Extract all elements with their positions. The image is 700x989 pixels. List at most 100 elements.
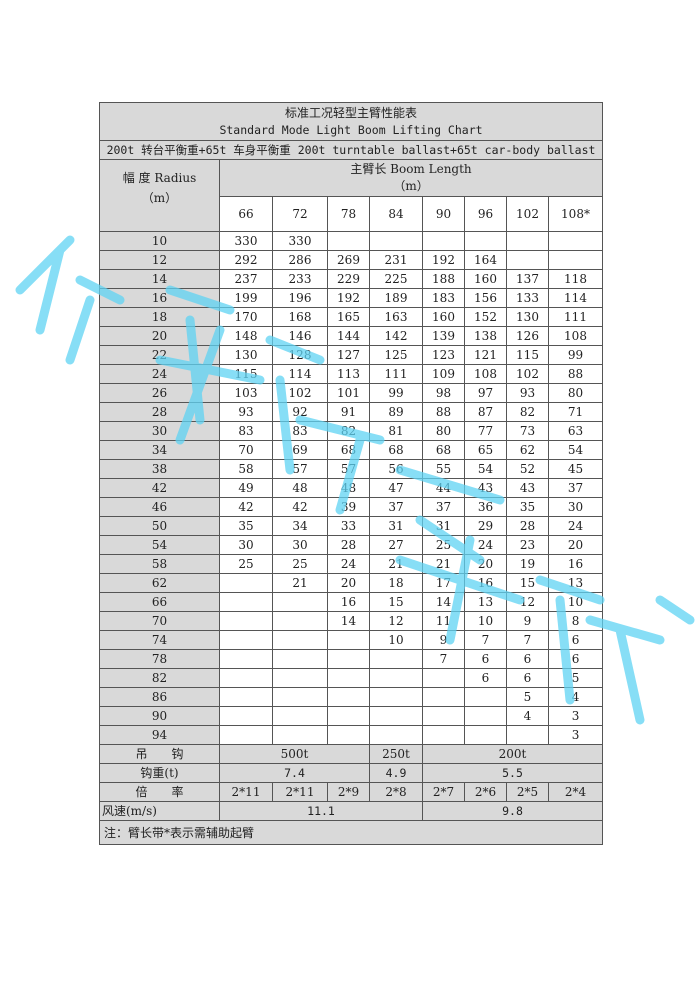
reeving-cell: 2*5 [506,782,549,802]
hook-weight-cell: 4.9 [369,763,423,783]
capacity-cell [369,231,423,251]
capacity-cell: 37 [369,497,423,517]
capacity-cell: 63 [547,421,604,441]
capacity-cell: 10 [547,592,604,612]
capacity-cell: 68 [327,440,370,460]
capacity-cell [219,668,273,688]
capacity-cell: 36 [464,497,507,517]
capacity-cell: 81 [369,421,423,441]
capacity-cell [422,231,465,251]
wind-label: 风速(m/s) [99,801,220,821]
capacity-cell: 87 [464,402,507,422]
capacity-cell: 33 [327,516,370,536]
capacity-cell: 152 [464,307,507,327]
capacity-cell: 6 [464,668,507,688]
radius-cell: 14 [99,269,220,289]
table-row: 54 30 30 28 27 25 24 23 20 [99,535,604,555]
capacity-cell: 156 [464,288,507,308]
capacity-cell: 54 [464,459,507,479]
radius-cell: 20 [99,326,220,346]
table-row: 30 83 83 82 81 80 77 73 63 [99,421,604,441]
note-text: 注：臂长带*表示需辅助起臂 [98,820,604,845]
capacity-cell: 9 [506,611,549,631]
capacity-cell: 6 [506,649,549,669]
lifting-chart-table: 标准工况轻型主臂性能表 Standard Mode Light Boom Lif… [98,102,604,845]
radius-header: 幅 度 Radius （m） [99,159,220,232]
wind-speed-cell: 9.8 [421,801,604,821]
capacity-cell [272,687,328,707]
capacity-cell: 121 [464,345,507,365]
capacity-cell: 25 [422,535,465,555]
radius-cell: 50 [99,516,220,536]
wind-speed-cell: 11.1 [219,801,423,821]
capacity-cell: 183 [422,288,465,308]
capacity-cell [327,687,370,707]
capacity-cell: 160 [422,307,465,327]
capacity-cell: 3 [547,725,604,745]
capacity-cell: 111 [369,364,423,384]
capacity-cell: 99 [547,345,604,365]
capacity-cell: 102 [272,383,328,403]
capacity-cell: 12 [369,611,423,631]
capacity-cell: 20 [327,573,370,593]
hook-weight-cell: 5.5 [421,763,604,783]
capacity-cell: 103 [219,383,273,403]
radius-cell: 66 [99,592,220,612]
radius-cell: 90 [99,706,220,726]
table-row: 18 170 168 165 163 160 152 130 111 [99,307,604,327]
capacity-cell: 196 [272,288,328,308]
capacity-cell: 24 [327,554,370,574]
capacity-cell: 92 [272,402,328,422]
capacity-cell: 330 [219,231,273,251]
capacity-cell: 16 [464,573,507,593]
capacity-cell [506,231,549,251]
capacity-cell [272,592,328,612]
capacity-cell: 21 [422,554,465,574]
boom-length-7: 102 [506,196,549,232]
radius-cell: 16 [99,288,220,308]
boom-length-5: 90 [422,196,465,232]
capacity-cell: 138 [464,326,507,346]
table-row: 24 115 114 113 111 109 108 102 88 [99,364,604,384]
capacity-cell: 168 [272,307,328,327]
capacity-cell: 146 [272,326,328,346]
capacity-cell: 165 [327,307,370,327]
capacity-cell [219,649,273,669]
capacity-cell: 82 [327,421,370,441]
capacity-cell: 99 [369,383,423,403]
capacity-cell [369,687,423,707]
capacity-cell: 21 [369,554,423,574]
capacity-cell: 3 [547,706,604,726]
capacity-cell: 229 [327,269,370,289]
radius-cell: 42 [99,478,220,498]
capacity-cell: 42 [219,497,273,517]
capacity-cell: 20 [464,554,507,574]
capacity-cell [327,649,370,669]
capacity-cell: 16 [327,592,370,612]
title-en: Standard Mode Light Boom Lifting Chart [219,122,483,137]
capacity-cell [464,706,507,726]
radius-cell: 26 [99,383,220,403]
reeving-cell: 2*11 [272,782,328,802]
radius-cell: 74 [99,630,220,650]
radius-cell: 54 [99,535,220,555]
capacity-cell: 6 [547,649,604,669]
capacity-cell [272,649,328,669]
boom-length-1: 66 [219,196,273,232]
reeving-cell: 2*4 [547,782,604,802]
table-row: 90 4 3 [99,706,604,726]
capacity-cell: 101 [327,383,370,403]
capacity-cell: 231 [369,250,423,270]
capacity-cell: 114 [272,364,328,384]
capacity-cell [219,592,273,612]
radius-cell: 22 [99,345,220,365]
capacity-cell: 133 [506,288,549,308]
radius-unit: （m） [141,191,178,205]
capacity-cell: 111 [547,307,604,327]
capacity-cell: 45 [547,459,604,479]
capacity-cell: 23 [506,535,549,555]
capacity-cell: 91 [327,402,370,422]
capacity-cell: 57 [272,459,328,479]
capacity-cell: 48 [327,478,370,498]
capacity-cell: 43 [464,478,507,498]
